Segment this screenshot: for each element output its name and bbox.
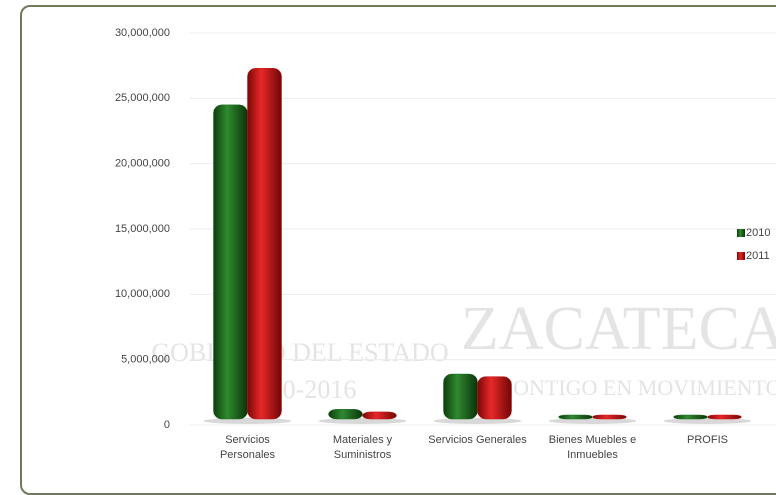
watermark: ZACATECAS (461, 295, 776, 363)
bar (707, 414, 742, 420)
y-tick-label: 30,000,000 (115, 27, 170, 39)
y-tick-label: 5,000,000 (121, 354, 170, 366)
bar (247, 68, 282, 420)
bar (213, 104, 248, 420)
chart: GOBIERNO DEL ESTADO2010-2016ZACATECASCON… (115, 27, 776, 431)
bar (673, 414, 708, 420)
y-tick-label: 25,000,000 (115, 92, 170, 104)
legend-label: 2011 (746, 250, 770, 262)
x-tick-label: Servicios Generales (428, 434, 527, 446)
bar (477, 376, 512, 420)
bar (328, 409, 363, 420)
bar (362, 411, 397, 420)
bar-shadow (548, 418, 637, 424)
page: GOBIERNO DEL ESTADO2010-2016ZACATECASCON… (20, 5, 776, 495)
y-tick-label: 15,000,000 (115, 223, 170, 235)
y-tick-label: 10,000,000 (115, 288, 170, 300)
bar-shadow (203, 418, 292, 424)
bar (443, 373, 478, 420)
watermark: CONTIGO EN MOVIMIENTO (498, 375, 776, 400)
y-tick-label: 0 (164, 419, 170, 431)
x-tick-label: Bienes Muebles e Inmuebles (548, 434, 637, 461)
legend-swatch (737, 252, 745, 260)
x-tick-label: PROFIS (687, 434, 728, 446)
watermark: GOBIERNO DEL ESTADO (151, 338, 448, 367)
x-tick-label: Materiales y Suministros (332, 434, 393, 461)
bar (558, 414, 593, 420)
legend-swatch (737, 229, 745, 237)
bar-shadow (663, 418, 752, 424)
x-tick-label: Servicios Personales (219, 434, 276, 461)
bar-shadow (433, 418, 522, 424)
bar (592, 414, 627, 420)
bar-shadow (318, 418, 407, 424)
legend-label: 2010 (746, 227, 770, 239)
y-tick-label: 20,000,000 (115, 158, 170, 170)
